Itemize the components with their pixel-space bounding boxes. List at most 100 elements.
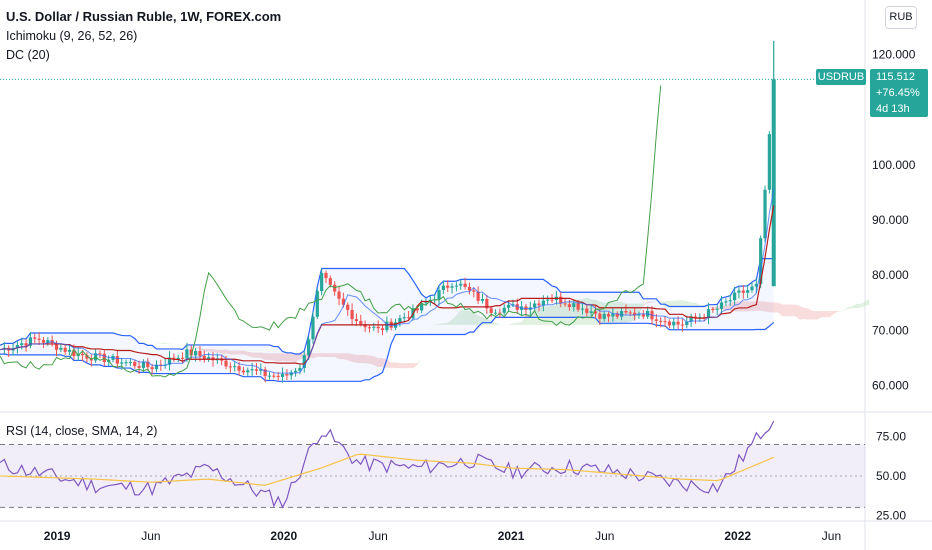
kumo-segment xyxy=(295,353,300,363)
candle-body xyxy=(198,350,202,356)
kumo-segment xyxy=(817,311,822,320)
kumo-segment xyxy=(765,301,770,313)
candle-body xyxy=(328,278,332,285)
kumo-segment xyxy=(408,363,413,369)
candle-body xyxy=(80,353,85,356)
candle-body xyxy=(450,286,454,288)
kumo-segment xyxy=(512,322,518,325)
kumo-segment xyxy=(778,302,783,317)
candle-body xyxy=(611,313,615,317)
candle-body xyxy=(259,369,263,371)
candle-body xyxy=(454,285,459,287)
candle-body xyxy=(228,366,232,368)
candle-body xyxy=(563,303,567,305)
time-tick-label: 2019 xyxy=(44,529,71,543)
candle-body xyxy=(754,283,758,287)
candle-body xyxy=(137,366,141,368)
candle-body xyxy=(311,316,315,340)
candle-body xyxy=(180,357,185,359)
candle-body xyxy=(354,319,359,322)
candle-body xyxy=(250,369,254,371)
candle-body xyxy=(672,321,676,326)
kumo-segment xyxy=(334,353,340,359)
kumo-segment xyxy=(556,302,561,325)
candle-body xyxy=(41,339,46,343)
candle-body xyxy=(667,321,671,326)
kumo-segment xyxy=(382,358,387,368)
candle-body xyxy=(263,369,267,377)
candle-body xyxy=(72,349,76,357)
candle-body xyxy=(746,290,750,293)
candle-body xyxy=(489,308,493,313)
kumo-segment xyxy=(186,346,192,348)
candle-body xyxy=(593,311,598,314)
candle-body xyxy=(233,366,237,368)
rsi-tick-label: 75.00 xyxy=(876,430,906,444)
candle-body xyxy=(472,290,476,292)
kumo-segment xyxy=(369,355,374,366)
kumo-segment xyxy=(460,309,466,325)
kumo-segment xyxy=(421,346,426,359)
candle-body xyxy=(559,296,563,304)
candle-body xyxy=(33,337,37,339)
candle-body xyxy=(254,369,259,371)
kumo-segment xyxy=(425,333,431,347)
kumo-segment xyxy=(638,303,644,315)
candle-body xyxy=(128,361,133,363)
kumo-segment xyxy=(234,350,240,355)
kumo-segment xyxy=(686,300,692,307)
candle-body xyxy=(380,328,385,331)
candle-body xyxy=(541,300,545,306)
candle-body xyxy=(24,343,28,346)
kumo-segment xyxy=(799,306,805,320)
kumo-segment xyxy=(217,349,222,354)
candle-body xyxy=(115,356,119,364)
kumo-segment xyxy=(756,301,761,311)
kumo-segment xyxy=(252,352,257,358)
kumo-segment xyxy=(760,301,766,312)
kumo-segment xyxy=(821,311,826,318)
donchian-legend[interactable]: DC (20) xyxy=(6,48,50,62)
candle-body xyxy=(550,299,554,301)
kumo-segment xyxy=(221,349,227,354)
candle-body xyxy=(711,309,715,311)
kumo-segment xyxy=(165,342,170,344)
candle-body xyxy=(285,374,289,376)
rsi-ma-line xyxy=(0,453,774,486)
price-tick-label: 70.000 xyxy=(872,323,909,337)
kumo-segment xyxy=(708,306,713,310)
kumo-segment xyxy=(647,301,653,304)
candle-body xyxy=(202,355,206,360)
candle-body xyxy=(402,317,406,319)
kumo-segment xyxy=(399,363,405,369)
candle-body xyxy=(476,291,480,301)
kumo-segment xyxy=(486,319,492,325)
candle-body xyxy=(176,357,180,360)
candle-body xyxy=(750,286,754,291)
kumo-segment xyxy=(239,350,244,355)
candle-body xyxy=(367,327,372,329)
candle-body xyxy=(293,370,298,373)
kumo-segment xyxy=(808,308,813,320)
kumo-segment xyxy=(508,323,513,326)
candle-body xyxy=(485,298,489,309)
rsi-legend[interactable]: RSI (14, close, SMA, 14, 2) xyxy=(6,424,158,438)
candle-body xyxy=(580,308,585,310)
candle-body xyxy=(589,311,593,313)
candle-body xyxy=(337,291,341,299)
ichimoku-legend[interactable]: Ichimoku (9, 26, 52, 26) xyxy=(6,29,138,43)
kumo-segment xyxy=(669,300,674,307)
candle-body xyxy=(654,319,658,321)
candle-body xyxy=(141,361,146,368)
candle-body xyxy=(20,343,24,346)
kumo-segment xyxy=(791,304,796,317)
rsi-pane xyxy=(0,420,865,509)
donchian-lower xyxy=(0,316,775,382)
candle-body xyxy=(759,238,763,284)
currency-button[interactable]: RUB xyxy=(885,6,917,29)
kumo-segment xyxy=(378,358,383,367)
candle-body xyxy=(763,189,767,239)
price-tick-label: 60.000 xyxy=(872,378,909,392)
